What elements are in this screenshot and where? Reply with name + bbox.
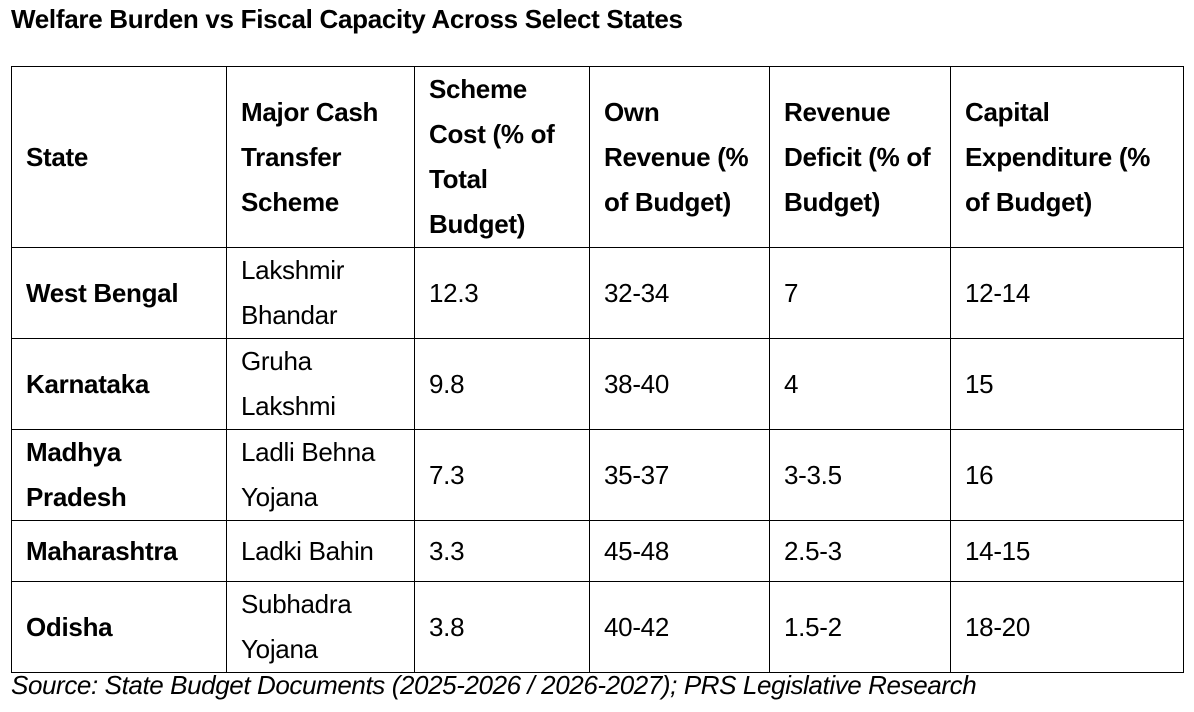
cell-capital-expenditure: 16 <box>950 429 1184 521</box>
header-scheme: Major Cash Transfer Scheme <box>226 66 415 248</box>
cell-scheme: Subhadra Yojana <box>226 581 415 673</box>
header-own-revenue: Own Revenue (% of Budget) <box>589 66 770 248</box>
cell-capital-expenditure: 14-15 <box>950 520 1184 582</box>
cell-state: Odisha <box>11 581 227 673</box>
cell-revenue-deficit: 4 <box>769 338 951 430</box>
table-row: Karnataka Gruha Lakshmi 9.8 38-40 4 15 <box>11 338 1184 430</box>
cell-own-revenue: 32-34 <box>589 247 770 339</box>
cell-scheme: Ladli Behna Yojana <box>226 429 415 521</box>
cell-own-revenue: 35-37 <box>589 429 770 521</box>
cell-state: Karnataka <box>11 338 227 430</box>
table-title: Welfare Burden vs Fiscal Capacity Across… <box>11 4 683 34</box>
cell-scheme-cost: 7.3 <box>414 429 590 521</box>
header-state: State <box>11 66 227 248</box>
table-row: Maharashtra Ladki Bahin 3.3 45-48 2.5-3 … <box>11 520 1184 582</box>
cell-revenue-deficit: 1.5-2 <box>769 581 951 673</box>
cell-scheme-cost: 3.3 <box>414 520 590 582</box>
header-scheme-cost: Scheme Cost (% of Total Budget) <box>414 66 590 248</box>
table-row: Madhya Pradesh Ladli Behna Yojana 7.3 35… <box>11 429 1184 521</box>
table-row: Odisha Subhadra Yojana 3.8 40-42 1.5-2 1… <box>11 581 1184 673</box>
fiscal-table: State Major Cash Transfer Scheme Scheme … <box>11 66 1184 673</box>
cell-own-revenue: 45-48 <box>589 520 770 582</box>
cell-revenue-deficit: 3-3.5 <box>769 429 951 521</box>
cell-own-revenue: 38-40 <box>589 338 770 430</box>
cell-capital-expenditure: 15 <box>950 338 1184 430</box>
cell-scheme: Lakshmir Bhandar <box>226 247 415 339</box>
cell-own-revenue: 40-42 <box>589 581 770 673</box>
cell-capital-expenditure: 12-14 <box>950 247 1184 339</box>
header-revenue-deficit: Revenue Deficit (% of Budget) <box>769 66 951 248</box>
cell-state: West Bengal <box>11 247 227 339</box>
cell-revenue-deficit: 2.5-3 <box>769 520 951 582</box>
table-row: West Bengal Lakshmir Bhandar 12.3 32-34 … <box>11 247 1184 339</box>
cell-revenue-deficit: 7 <box>769 247 951 339</box>
cell-state: Madhya Pradesh <box>11 429 227 521</box>
cell-scheme-cost: 9.8 <box>414 338 590 430</box>
header-capital-expenditure: Capital Expenditure (% of Budget) <box>950 66 1184 248</box>
cell-state: Maharashtra <box>11 520 227 582</box>
source-note: Source: State Budget Documents (2025-202… <box>11 670 977 700</box>
cell-scheme-cost: 3.8 <box>414 581 590 673</box>
cell-scheme-cost: 12.3 <box>414 247 590 339</box>
cell-scheme: Gruha Lakshmi <box>226 338 415 430</box>
cell-scheme: Ladki Bahin <box>226 520 415 582</box>
cell-capital-expenditure: 18-20 <box>950 581 1184 673</box>
header-row: State Major Cash Transfer Scheme Scheme … <box>11 66 1184 248</box>
